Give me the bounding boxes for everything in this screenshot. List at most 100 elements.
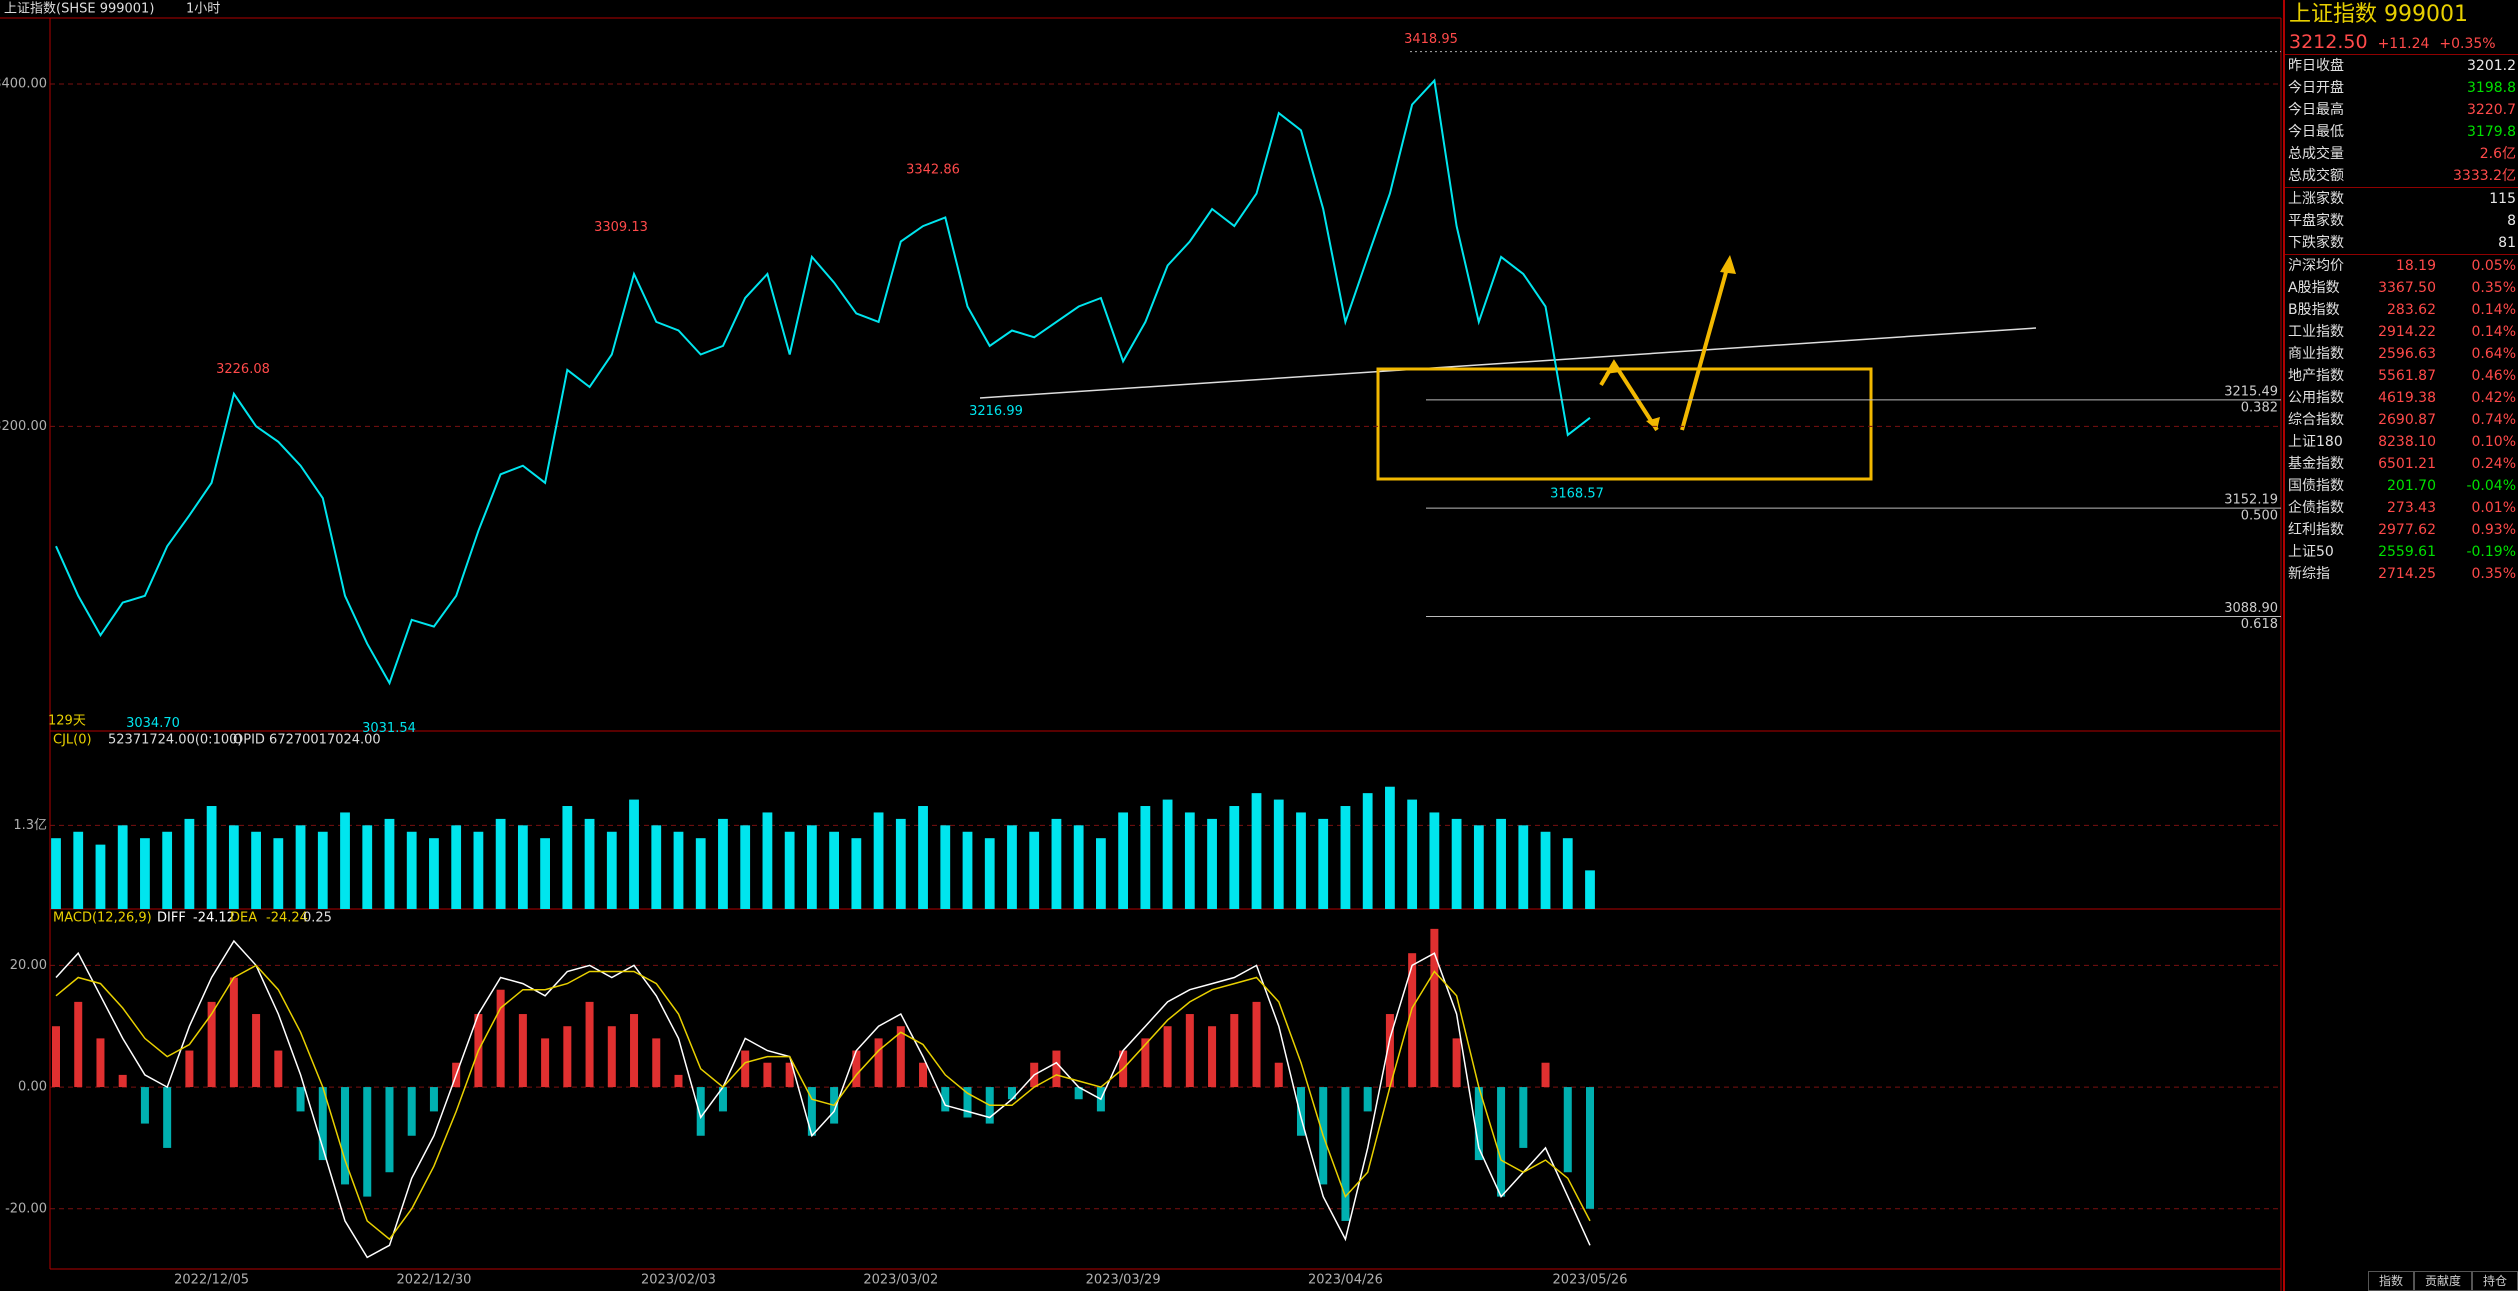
volume-bar	[117, 825, 128, 909]
index-value: 5561.87	[2378, 368, 2436, 384]
volume-bar	[228, 825, 239, 909]
volume-bar	[895, 818, 906, 909]
volume-bar	[740, 825, 751, 909]
x-tick-label: 2023/05/26	[1553, 1273, 1628, 1288]
volume-bar	[629, 799, 639, 909]
high-annotation: 3226.08	[216, 362, 270, 377]
index-change: 0.14%	[2471, 302, 2516, 318]
fib-price-label: 3152.19	[2224, 493, 2278, 508]
period-count: 129天	[48, 714, 86, 729]
index-name: 国债指数	[2288, 478, 2344, 494]
breadth-row: 上涨家数 115	[2285, 188, 2518, 210]
index-row: B股指数 283.62 0.14%	[2285, 299, 2518, 321]
macd-bar	[296, 1087, 305, 1112]
index-value: 201.70	[2387, 478, 2436, 494]
projection-arrow	[1680, 264, 1730, 431]
macd-bar	[718, 1087, 727, 1112]
index-change: -0.19%	[2466, 544, 2516, 560]
legend-value: -24.12	[193, 911, 235, 926]
macd-bar	[1519, 1087, 1528, 1148]
macd-bar	[1052, 1050, 1061, 1088]
macd-bar	[341, 1087, 350, 1185]
index-value: 2714.25	[2378, 566, 2436, 582]
macd-bar	[385, 1087, 394, 1173]
volume-bar	[940, 825, 951, 909]
y-tick-label: 0.00	[18, 1080, 47, 1095]
volume-bar	[1273, 799, 1284, 909]
macd-bar	[874, 1038, 883, 1088]
breadth-table: 上涨家数 115 平盘家数 8 下跌家数 81	[2285, 188, 2518, 255]
index-change: 0.64%	[2471, 346, 2516, 362]
volume-bar	[451, 825, 462, 909]
macd-bar	[1007, 1087, 1016, 1100]
volume-bar	[1585, 870, 1595, 909]
fib-ratio-label: 0.618	[2241, 617, 2278, 632]
volume-bar	[718, 818, 728, 909]
breadth-row: 下跌家数 81	[2285, 232, 2518, 254]
background	[0, 0, 2282, 1291]
volume-bar	[251, 831, 261, 909]
quote-price-row: 3212.50 +11.24 +0.35%	[2285, 30, 2518, 55]
macd-bar	[1185, 1014, 1194, 1088]
macd-bar	[252, 1014, 261, 1088]
stat-value: 3220.7	[2467, 102, 2516, 118]
volume-bar	[73, 831, 84, 909]
volume-bar	[1251, 793, 1262, 909]
arrow-head	[1605, 360, 1620, 374]
index-name: 地产指数	[2288, 368, 2344, 384]
index-name: 上证指数	[2289, 2, 2378, 27]
macd-bar	[140, 1087, 149, 1124]
macd-bar	[696, 1087, 705, 1136]
volume-bar	[1407, 799, 1418, 909]
macd-bar	[1385, 1014, 1394, 1088]
volume-bar	[962, 831, 973, 909]
period-selector[interactable]: 1小时	[186, 2, 220, 17]
volume-bar	[984, 838, 995, 909]
stats-row: 昨日收盘 3201.2	[2285, 55, 2518, 77]
index-change: 0.14%	[2471, 324, 2516, 340]
macd-bar	[896, 1026, 905, 1088]
tab[interactable]: 指数	[2367, 1271, 2414, 1291]
macd-bar	[363, 1087, 372, 1197]
macd-bar	[1230, 1014, 1239, 1088]
stat-value: 2.6亿	[2479, 146, 2516, 162]
y-tick-label: 1.3亿	[13, 818, 47, 833]
index-row: 上证180 8238.10 0.10%	[2285, 431, 2518, 453]
y-tick-label: 3400.00	[0, 77, 47, 92]
index-value: 6501.21	[2378, 456, 2436, 472]
stats-row: 今日最低 3179.8	[2285, 121, 2518, 143]
stat-label: 总成交量	[2288, 146, 2344, 162]
tab[interactable]: 持仓	[2471, 1271, 2518, 1291]
y-tick-label: -20.00	[5, 1201, 47, 1216]
volume-bar	[517, 825, 528, 909]
stat-value: 3198.8	[2467, 80, 2516, 96]
volume-bar	[584, 818, 595, 909]
volume-bar	[606, 831, 617, 909]
volume-bar	[1073, 825, 1084, 909]
volume-bar	[1429, 812, 1440, 909]
macd-bar	[318, 1087, 327, 1161]
macd-bar	[74, 1001, 83, 1088]
breadth-value: 115	[2489, 191, 2516, 207]
macd-bar	[741, 1050, 750, 1088]
macd-bar	[541, 1038, 550, 1088]
macd-bar	[807, 1087, 816, 1136]
volume-bar	[1162, 799, 1173, 909]
volume-bar	[695, 838, 706, 909]
index-change: 0.01%	[2471, 500, 2516, 516]
legend-value: -24.24	[266, 911, 308, 926]
macd-bar	[96, 1038, 105, 1088]
volume-bar	[918, 806, 928, 909]
x-tick-label: 2023/02/03	[641, 1273, 716, 1288]
macd-bar	[1341, 1087, 1350, 1221]
volume-bar	[1562, 838, 1573, 909]
index-value: 8238.10	[2378, 434, 2436, 450]
indicator-name: MACD(12,26,9)	[53, 911, 152, 926]
index-row: 国债指数 201.70 -0.04%	[2285, 475, 2518, 497]
index-value: 2559.61	[2378, 544, 2436, 560]
stat-label: 今日最低	[2288, 124, 2344, 140]
stat-value: 3201.2	[2467, 58, 2516, 74]
volume-bar	[1207, 818, 1217, 909]
tab[interactable]: 贡献度	[2413, 1271, 2472, 1291]
stats-row: 总成交量 2.6亿	[2285, 143, 2518, 165]
